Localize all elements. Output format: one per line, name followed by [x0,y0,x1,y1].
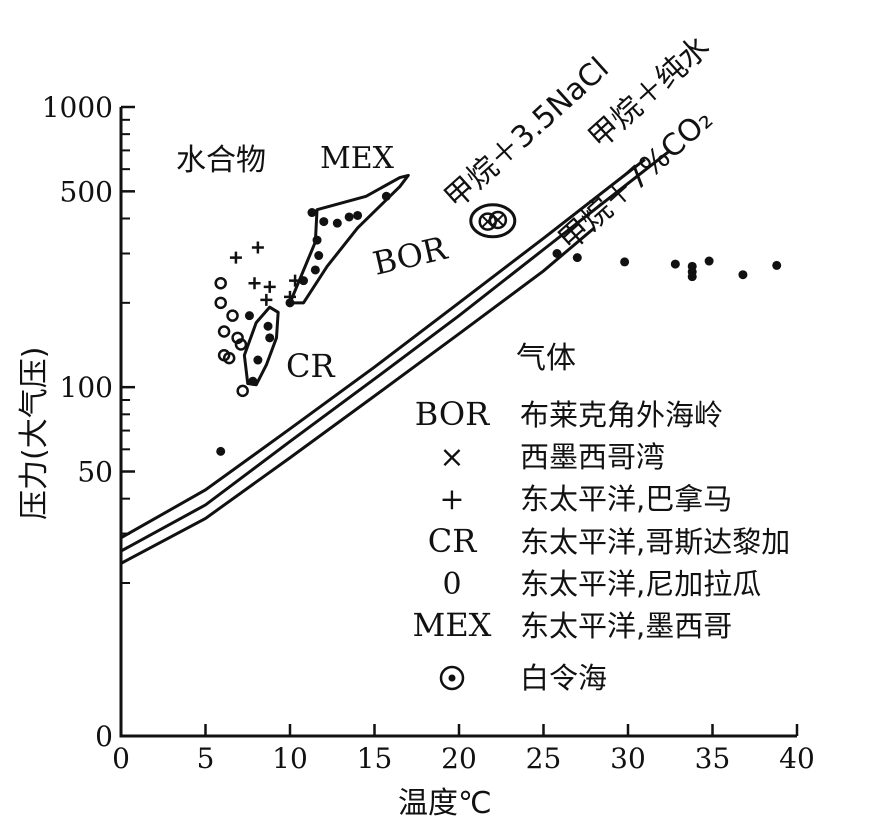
legend-symbol-bering [439,665,465,691]
data-point-dot [310,265,320,275]
data-point-circle [217,325,231,338]
data-point-circle [226,309,239,322]
data-point-plus [229,251,242,264]
y-tick-label: 500 [60,175,113,208]
data-point-dot [263,321,273,331]
equilibrium-curve-2 [120,226,596,565]
x-tick-label: 35 [695,742,731,775]
x-tick-label: 30 [610,742,646,775]
curves [120,149,672,565]
data-point-plus [289,274,302,287]
x-tick-label: 40 [779,742,815,775]
data-point-plus [284,290,296,303]
data-point-dot [319,217,329,227]
data-point-circle [236,384,249,398]
legend-label: 西墨西哥湾 [520,440,665,474]
data-point-dot [620,257,630,267]
legend-symbol: CR [428,522,477,560]
data-point-dot [216,446,226,456]
data-point-dot [332,218,342,228]
y-axis-title: 压力(大气压) [17,347,52,520]
data-point-dot [253,355,263,365]
legend-label: 东太平洋,尼加拉瓜 [520,567,761,601]
legend: BOR 布莱克角外海岭 × 西墨西哥湾 + 东太平洋,巴拿马 CR 东太平洋,哥斯达黎加 0 东太… [413,395,791,695]
mex-region-label: MEX [320,141,395,176]
regions [242,173,410,387]
data-point-dot [552,248,562,258]
data-point-plus [263,280,276,293]
cr-region-label: CR [286,347,335,385]
data-point-dot [381,191,391,201]
data-point-dot [248,376,258,386]
x-tick-label: 5 [197,742,215,775]
data-point-circled-x [488,210,508,230]
data-point-dot [572,253,582,263]
legend-label: 白令海 [520,661,607,695]
data-points [214,191,782,456]
legend-label: 东太平洋,哥斯达黎加 [520,525,790,559]
data-point-dot [299,276,309,286]
region-outline-mex [288,173,410,305]
x-tick-label: 10 [272,742,308,775]
data-point-x-mark [492,214,504,226]
legend-label: 布莱克角外海岭 [520,398,723,432]
legend-symbol-bering-dot [448,674,456,682]
bor-site-ring [469,203,517,239]
y-tick-label: 100 [60,371,113,404]
data-point-dot [265,333,275,343]
data-point-dot [738,270,748,280]
legend-symbol: × [439,440,464,475]
x-axis-title: 温度℃ [398,786,492,821]
hydrate-region-label: 水合物 [176,143,266,178]
data-point-circle [234,338,248,351]
equilibrium-curve-1 [120,149,672,553]
x-tick-label: 15 [357,742,393,775]
data-point-dot [344,212,354,222]
data-point-dot [670,259,680,269]
equilibrium-curve-0 [120,158,646,540]
data-point-dot [687,272,697,282]
y-tick-label: 0 [95,720,113,753]
data-point-circle [231,331,244,345]
x-tick-label: 0 [112,742,130,775]
legend-label: 东太平洋,巴拿马 [520,482,732,516]
data-point-dot [704,256,714,266]
legend-symbol: + [439,482,464,517]
legend-symbol: 0 [442,567,461,602]
data-point-plus [248,277,261,290]
bor-region-label: BOR [369,229,451,283]
legend-label: 东太平洋,墨西哥 [520,609,732,643]
data-point-circle [214,276,227,290]
data-point-dot [772,260,782,270]
x-tick-label: 25 [526,742,562,775]
legend-symbol: MEX [413,606,492,644]
data-point-dot [353,210,363,220]
data-point-plus [251,241,264,254]
data-point-dot [314,251,324,261]
y-tick-label: 50 [77,456,113,489]
ticks: 0 5 10 15 20 25 30 35 40 0 50 100 500 1000 [42,91,815,775]
data-point-dot [244,311,254,321]
data-point-dot [307,208,317,218]
y-tick-label: 1000 [42,91,113,124]
data-point-plus [260,293,273,306]
legend-symbol: BOR [415,395,490,433]
region-outline-cr [242,305,280,387]
x-tick-label: 20 [441,742,477,775]
data-point-dot [312,235,322,245]
data-point-circle [214,296,227,310]
data-point-circle [222,351,236,365]
gas-region-label: 气体 [516,341,576,376]
